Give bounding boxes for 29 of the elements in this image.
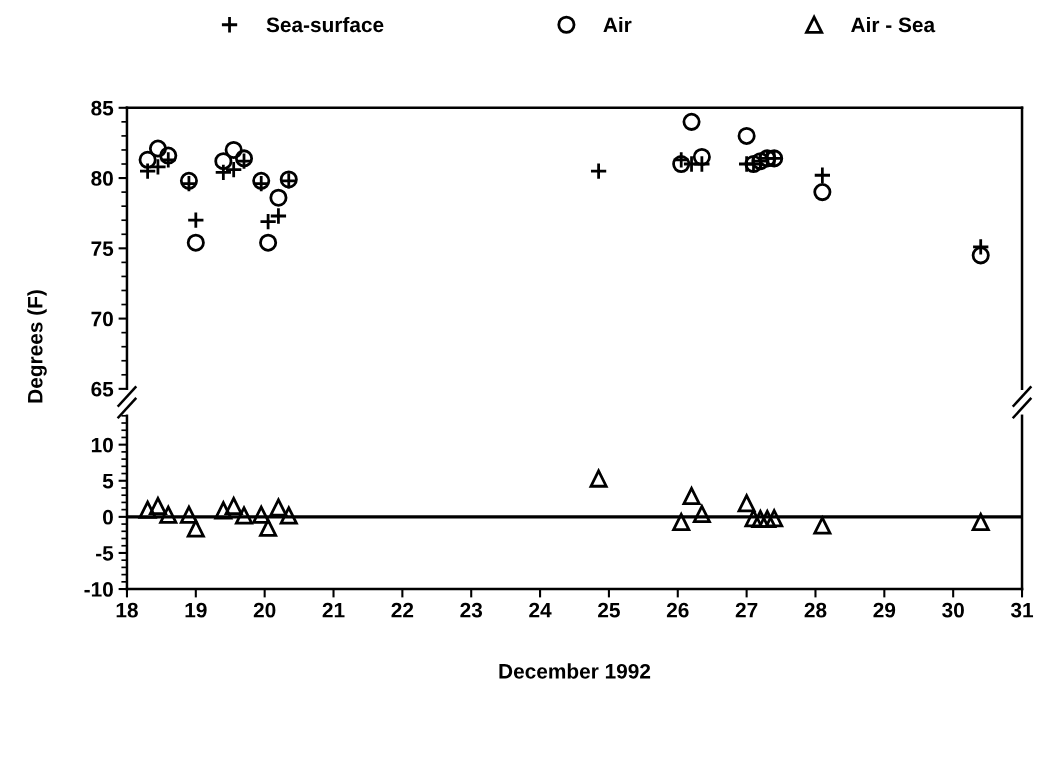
x-tick-label: 27: [735, 602, 758, 618]
x-tick-label: 31: [1010, 602, 1034, 618]
y-tick-label: 75: [91, 241, 114, 257]
legend-label: Air: [603, 16, 632, 33]
x-tick-label: 21: [322, 602, 345, 618]
y-tick-label: 85: [91, 100, 114, 116]
x-tick-label: 23: [460, 602, 483, 618]
y-tick-label: 0: [103, 509, 113, 525]
x-tick-label: 25: [598, 602, 620, 618]
y-tick-label: -10: [84, 582, 113, 597]
y-tick-label: 65: [91, 381, 114, 397]
y-axis-title: Degrees (F): [27, 290, 47, 403]
y-tick-label: -5: [96, 546, 114, 561]
x-tick-label: 30: [942, 602, 964, 618]
x-tick-label: 28: [804, 602, 827, 618]
y-tick-label: 5: [102, 473, 114, 489]
x-tick-label: 22: [391, 602, 414, 618]
x-tick-label: 18: [116, 602, 138, 618]
x-tick-label: 19: [185, 602, 207, 618]
legend-label: Sea-surface: [266, 16, 384, 33]
legend-label: Air - Sea: [851, 16, 936, 33]
y-tick-label: 10: [91, 437, 113, 453]
x-tick-label: 24: [529, 602, 552, 618]
y-tick-label: 80: [91, 171, 113, 186]
x-tick-label: 20: [253, 602, 276, 618]
x-tick-label: 26: [666, 602, 689, 618]
y-tick-label: 70: [91, 311, 113, 327]
x-tick-label: 29: [873, 602, 896, 618]
x-axis-title: December 1992: [499, 663, 651, 679]
